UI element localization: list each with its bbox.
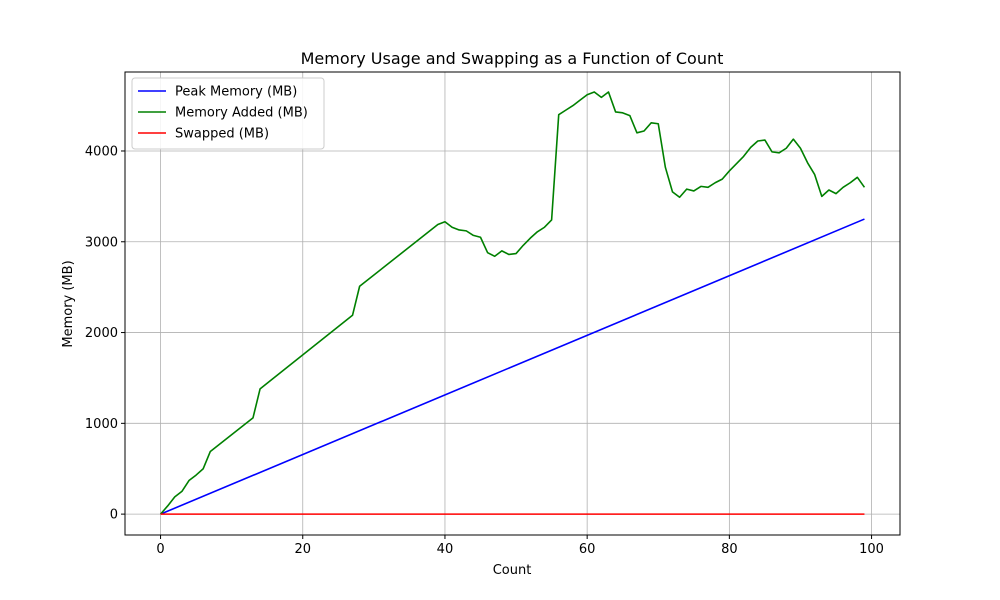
- y-tick-label: 2000: [85, 326, 118, 341]
- legend-label-memory-added: Memory Added (MB): [175, 106, 308, 121]
- legend: Peak Memory (MB) Memory Added (MB) Swapped…: [131, 77, 325, 150]
- y-tick-label: 0: [110, 508, 118, 523]
- y-tick-label: 1000: [85, 417, 118, 432]
- series-line-peak-memory: [160, 218, 865, 515]
- legend-label-swapped: Swapped (MB): [175, 127, 269, 142]
- legend-box: [131, 77, 325, 150]
- x-tick-label: 60: [579, 542, 596, 557]
- y-axis-label: Memory (MB): [61, 260, 76, 347]
- x-tick-label: 100: [859, 542, 884, 557]
- x-tick-label: 20: [294, 542, 311, 557]
- x-tick-label: 80: [721, 542, 738, 557]
- chart-title: Memory Usage and Swapping as a Function …: [301, 49, 724, 68]
- x-tick-label: 0: [156, 542, 164, 557]
- series-line-memory-added: [159, 91, 866, 515]
- plot-area: [124, 71, 901, 536]
- x-tick-label: 40: [437, 542, 454, 557]
- y-tick-label: 4000: [85, 144, 118, 159]
- series-lines: [159, 91, 866, 515]
- x-axis-label: Count: [493, 563, 532, 578]
- legend-label-peak-memory: Peak Memory (MB): [175, 85, 297, 100]
- y-tick-label: 3000: [85, 235, 118, 250]
